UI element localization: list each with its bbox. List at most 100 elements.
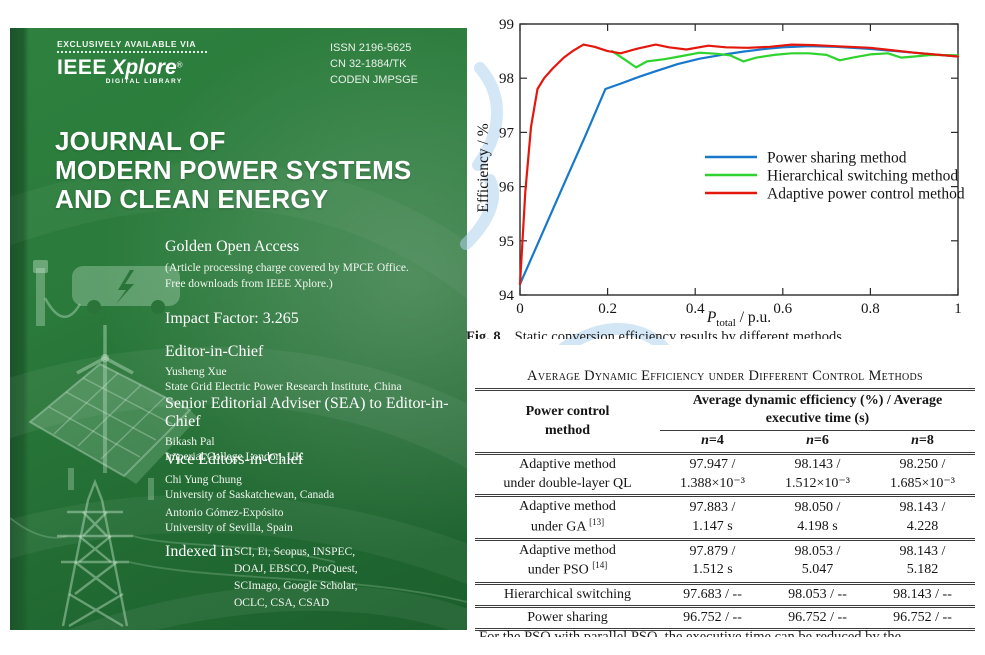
method-cell: Power sharing: [527, 610, 608, 625]
value-cell: 98.143 / --: [893, 586, 952, 602]
sea-affiliation: Imperial College London, UK: [165, 450, 304, 463]
value-cell: 98.250 /1.685×10⁻³: [890, 457, 955, 491]
indexed-in-label: Indexed in: [165, 543, 233, 560]
x-tick-label: 0: [516, 301, 524, 317]
x-tick-label: 0.6: [773, 301, 792, 317]
issn-number: ISSN 2196-5625: [330, 42, 412, 54]
y-tick-label: 96: [499, 180, 515, 196]
method-cell: Adaptive method under PSO [14]: [519, 542, 616, 579]
legend-label: Power sharing method: [767, 150, 907, 167]
col-header-n8: n=8: [870, 430, 975, 456]
vice-editor-1-affiliation: University of Saskatchewan, Canada: [165, 488, 335, 501]
cn-number: CN 32-1884/TK: [330, 58, 407, 70]
col-header-n6: n=6: [765, 430, 870, 456]
open-access-note-2: Free downloads from IEEE Xplore.): [165, 277, 333, 290]
x-tick-label: 0.4: [686, 301, 705, 317]
vice-editor-2-name: Antonio Gómez-Expósito: [165, 507, 284, 519]
indexed-in-list: SCI, Ei, Scopus, INSPEC, DOAJ, EBSCO, Pr…: [234, 546, 358, 609]
value-cell: 98.143 /5.182: [899, 543, 946, 578]
value-cell: 96.752 / --: [788, 610, 847, 625]
col-header-n4: n=4: [660, 430, 765, 456]
method-cell: Hierarchical switching: [503, 586, 632, 602]
electric-bus-art: [33, 260, 180, 326]
vice-editors-block: Vice Editors-in-Chief Chi Yung Chung Uni…: [165, 451, 334, 535]
wind-turbine-art: [76, 325, 134, 473]
value-cell: 97.947 /1.388×10⁻³: [680, 457, 745, 491]
value-cell: 98.143 /1.512×10⁻³: [785, 457, 850, 491]
open-access-note-1: (Article processing charge covered by MP…: [165, 262, 409, 274]
table-row-hierarchical: Hierarchical switching 97.683 / -- 98.05…: [475, 583, 975, 607]
series-line-1: [610, 49, 960, 69]
journal-title: JOURNAL OF MODERN POWER SYSTEMS AND CLEA…: [55, 126, 412, 214]
xplore-wordmark: Xplore: [111, 56, 177, 79]
open-access-heading: Golden Open Access: [165, 238, 300, 255]
efficiency-table: Power control method Average dynamic eff…: [475, 388, 975, 631]
sea-name: Bikash Pal: [165, 436, 215, 448]
x-tick-label: 0.8: [861, 301, 880, 317]
value-cell: 98.053 /5.047: [794, 543, 841, 578]
digital-library-tagline: DIGITAL LIBRARY: [105, 78, 183, 85]
editor-in-chief-block: Editor-in-Chief Yusheng Xue State Grid E…: [165, 343, 402, 394]
registered-mark: ®: [176, 60, 183, 70]
y-axis-label: Efficiency / %: [475, 123, 492, 212]
ieee-wordmark: IEEE: [57, 56, 107, 79]
value-cell: 98.050 /4.198 s: [794, 500, 841, 534]
y-tick-label: 99: [499, 17, 514, 33]
y-tick-label: 97: [499, 125, 515, 141]
watermark-art: [460, 62, 670, 345]
plot-border: [519, 23, 959, 296]
table-row-adaptive-ql: Adaptive method under double-layer QL 97.…: [475, 454, 975, 496]
table-row-adaptive-ga: Adaptive method under GA [13] 97.883 /1.…: [475, 496, 975, 540]
senior-adviser-block: Senior Editorial Adviser (SEA) to Editor…: [165, 395, 467, 464]
issn-block: ISSN 2196-5625 CN 32-1884/TK CODEN JMPSG…: [330, 40, 418, 88]
y-tick-label: 98: [499, 71, 514, 87]
legend-label: Adaptive power control method: [767, 186, 965, 203]
value-cell: 98.143 /4.228: [899, 500, 946, 534]
value-cell: 96.752 / --: [893, 610, 952, 625]
value-cell: 96.752 / --: [683, 610, 742, 625]
col-header-method: Power control method: [475, 389, 660, 456]
availability-note: EXCLUSIVELY AVAILABLE VIA: [57, 39, 197, 49]
value-cell: 97.683 / --: [683, 586, 742, 602]
eic-heading: Editor-in-Chief: [165, 343, 264, 360]
efficiency-chart: 0 0.2 0.4 0.6 0.8 1 94 95 96 97 98 99 Power sharing …: [460, 17, 965, 345]
method-cell: Adaptive method under double-layer QL: [503, 457, 632, 491]
impact-factor: Impact Factor: 3.265: [165, 310, 299, 327]
results-table-section: Average Dynamic Efficiency under Differe…: [475, 368, 975, 631]
series-line-2: [518, 43, 960, 286]
method-cell: Adaptive method under GA [13]: [519, 499, 616, 535]
vice-editor-2-affiliation: University of Sevilla, Spain: [165, 521, 293, 534]
col-group-header: Average dynamic efficiency (%) / Average…: [660, 389, 975, 431]
x-tick-label: 0.2: [598, 301, 617, 317]
figure-caption-clipped: Fig. 8 Static conversion efficiency resul…: [466, 329, 971, 339]
value-cell: 97.879 /1.512 s: [689, 543, 736, 578]
legend-label: Hierarchical switching method: [767, 168, 958, 185]
value-cell: 97.883 /1.147 s: [689, 500, 736, 534]
value-cell: 98.053 / --: [788, 586, 847, 602]
sea-heading: Senior Editorial Adviser (SEA) to Editor…: [165, 395, 449, 430]
reference-mark: [14]: [592, 560, 608, 571]
table-title: Average Dynamic Efficiency under Differe…: [527, 368, 923, 384]
table-row-adaptive-pso: Adaptive method under PSO [14] 97.879 /1…: [475, 539, 975, 584]
ieee-xplore-logo: IEEE Xplore® DIGITAL LIBRARY: [57, 56, 183, 85]
eic-affiliation: State Grid Electric Power Research Insti…: [165, 380, 402, 393]
vice-editor-1-name: Chi Yung Chung: [165, 474, 242, 486]
body-text-clipped: For the PSO with parallel PSO, the execu…: [479, 629, 902, 637]
y-tick-label: 95: [499, 234, 514, 250]
figure-caption-text: Static conversion efficiency results by …: [514, 329, 842, 339]
coden-code: CODEN JMPSGE: [330, 74, 419, 86]
vice-heading: Vice Editors-in-Chief: [165, 451, 304, 468]
open-access-block: Golden Open Access (Article processing c…: [165, 238, 409, 291]
journal-cover: EXCLUSIVELY AVAILABLE VIA IEEE Xplore® D…: [10, 28, 467, 630]
cover-artwork: [10, 162, 467, 630]
y-tick-label: 94: [499, 288, 515, 304]
dotted-divider: [57, 51, 207, 53]
x-tick-label: 1: [954, 301, 962, 317]
figure-number: Fig. 8: [466, 329, 501, 339]
x-axis-label: Ptotal / p.u.: [706, 309, 771, 329]
cover-spine: [10, 28, 29, 630]
table-row-power-sharing: Power sharing 96.752 / -- 96.752 / -- 96…: [475, 607, 975, 630]
reference-mark: [13]: [589, 516, 605, 527]
eic-name: Yusheng Xue: [165, 366, 227, 378]
